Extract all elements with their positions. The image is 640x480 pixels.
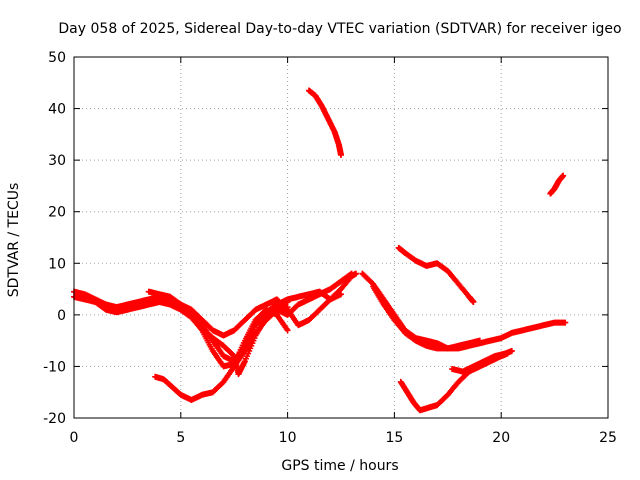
y-axis-label: SDTVAR / TECUs [6,183,22,298]
x-tick-label: 0 [70,430,79,446]
x-tick-label: 20 [492,430,510,446]
x-tick-label: 5 [176,430,185,446]
y-tick-label: 10 [48,256,66,272]
y-tick-label: -20 [43,411,66,427]
data-point [508,347,515,354]
data-point [560,172,567,179]
y-tick-label: -10 [43,359,66,375]
series-track-10 [395,244,477,305]
plot-frame [73,56,609,419]
x-tick-label: 15 [385,430,403,446]
data-point [338,151,344,158]
series-track-6 [152,304,291,403]
x-axis-label: GPS time / hours [281,458,398,474]
data-marks [71,87,569,414]
data-point [338,291,344,298]
y-tick-label: 0 [57,308,66,324]
data-point [348,270,355,277]
series-track-11 [397,350,511,414]
series-track-9 [370,283,483,352]
y-tick-label: 30 [48,153,66,169]
data-point [476,337,483,344]
series-track-5 [252,288,344,326]
x-tick-label: 10 [279,430,297,446]
data-point [470,298,477,305]
series-track-13 [547,172,567,197]
axis-ticks: 0 5 10 15 20 25 -20 -10 0 10 20 30 40 50 [43,50,617,446]
x-tick-label: 25 [599,430,617,446]
series-track-2 [71,293,291,370]
y-tick-label: 20 [48,205,66,221]
series-track-12 [449,347,515,375]
series-track-7 [305,87,344,158]
data-point [562,319,569,326]
y-tick-label: 50 [48,50,66,66]
data-point [284,304,291,311]
y-tick-label: 40 [48,102,66,118]
data-point [284,327,291,334]
grid-lines [74,57,608,418]
chart-title: Day 058 of 2025, Sidereal Day-to-day VTE… [58,21,621,37]
series-track-1 [71,288,291,365]
